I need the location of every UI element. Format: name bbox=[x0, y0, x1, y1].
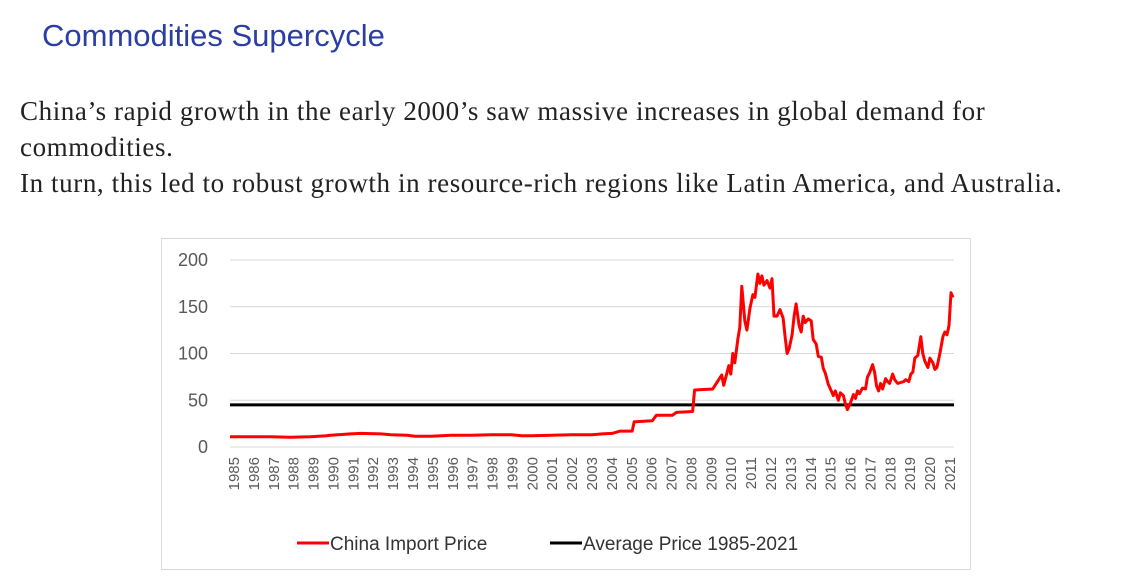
x-tick-label: 2009 bbox=[703, 457, 720, 490]
x-tick-label: 2008 bbox=[683, 457, 700, 490]
y-axis-ticks: 0 50 100 150 200 bbox=[178, 250, 208, 457]
legend-average-price-label: Average Price 1985-2021 bbox=[583, 534, 798, 555]
x-tick-label: 1997 bbox=[465, 457, 482, 490]
x-tick-label: 2020 bbox=[922, 457, 939, 490]
x-tick-label: 2010 bbox=[723, 457, 740, 490]
y-tick-label: 150 bbox=[178, 297, 208, 317]
series-line-china-import-price bbox=[230, 272, 955, 439]
x-tick-label: 1992 bbox=[365, 457, 382, 490]
x-tick-label: 2019 bbox=[902, 457, 919, 490]
x-tick-label: 2016 bbox=[843, 457, 860, 490]
x-tick-label: 1990 bbox=[325, 457, 342, 490]
y-tick-label: 100 bbox=[178, 344, 208, 364]
x-tick-label: 2021 bbox=[942, 457, 959, 490]
x-tick-label: 2011 bbox=[743, 457, 760, 489]
slide-title: Commodities Supercycle bbox=[42, 18, 385, 53]
x-tick-label: 1988 bbox=[286, 457, 303, 490]
x-tick-label: 2013 bbox=[783, 457, 800, 490]
x-tick-label: 1998 bbox=[485, 457, 502, 490]
x-tick-label: 2015 bbox=[823, 457, 840, 490]
legend-china-import-price-label: China Import Price bbox=[330, 534, 487, 555]
x-tick-label: 1991 bbox=[345, 457, 362, 490]
chart-container: 0 50 100 150 200 1985 1986 1987 1988 1989 1990 199… bbox=[161, 238, 971, 570]
slide-body: China’s rapid growth in the early 2000’s… bbox=[20, 93, 1120, 201]
y-tick-label: 50 bbox=[188, 390, 208, 410]
x-tick-label: 2004 bbox=[604, 457, 621, 490]
x-tick-label: 2006 bbox=[644, 457, 661, 490]
x-tick-label: 2014 bbox=[803, 457, 820, 490]
x-tick-label: 1996 bbox=[445, 457, 462, 490]
x-axis-ticks: 1985 1986 1987 1988 1989 1990 1991 1992 1993 1994… bbox=[226, 457, 959, 490]
series-layer bbox=[230, 272, 955, 439]
y-tick-label: 200 bbox=[178, 250, 208, 270]
paragraph-china-growth: China’s rapid growth in the early 2000’s… bbox=[20, 96, 986, 162]
x-tick-label: 2002 bbox=[564, 457, 581, 490]
x-tick-label: 2018 bbox=[882, 457, 899, 490]
gridlines bbox=[230, 259, 954, 448]
x-tick-label: 1989 bbox=[306, 457, 323, 490]
x-tick-label: 1987 bbox=[266, 457, 283, 490]
x-tick-label: 1985 bbox=[226, 457, 243, 490]
x-tick-label: 2017 bbox=[862, 457, 879, 490]
x-tick-label: 1994 bbox=[405, 457, 422, 490]
x-tick-label: 1986 bbox=[246, 457, 263, 490]
x-tick-label: 2012 bbox=[763, 457, 780, 490]
legend: China Import Price Average Price 1985-202… bbox=[297, 534, 798, 555]
x-tick-label: 2007 bbox=[664, 457, 681, 490]
paragraph-resource-regions: In turn, this led to robust growth in re… bbox=[20, 168, 1063, 198]
x-tick-label: 2003 bbox=[584, 457, 601, 490]
x-tick-label: 2000 bbox=[524, 457, 541, 490]
x-tick-label: 1995 bbox=[425, 457, 442, 490]
x-tick-label: 1993 bbox=[385, 457, 402, 490]
x-tick-label: 2001 bbox=[544, 457, 561, 490]
x-tick-label: 2005 bbox=[624, 457, 641, 490]
y-tick-label: 0 bbox=[198, 437, 208, 457]
x-tick-label: 1999 bbox=[504, 457, 521, 490]
